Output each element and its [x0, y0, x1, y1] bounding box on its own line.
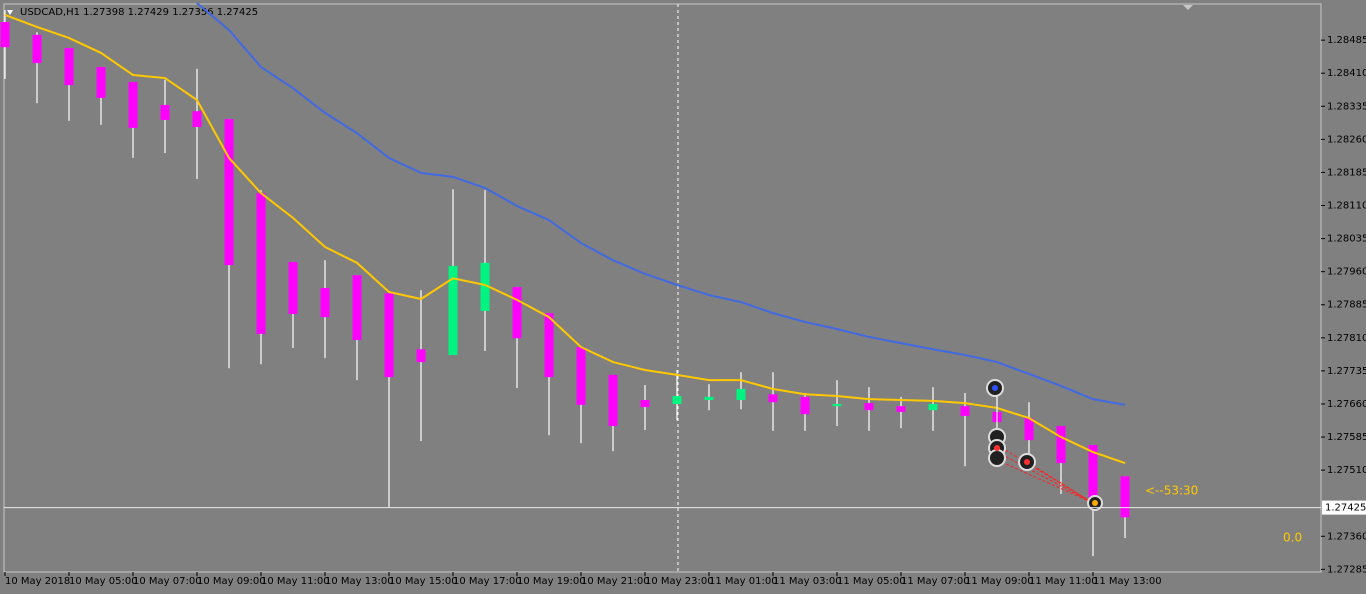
candle-body [320, 287, 330, 318]
plot [0, 2, 1130, 557]
x-tick-label: 10 May 23:00 [645, 576, 714, 587]
y-tick-label: 1.28035 [1327, 234, 1366, 245]
candle-body [128, 82, 138, 128]
x-tick-label: 10 May 15:00 [389, 576, 458, 587]
candle-body [384, 293, 394, 378]
trade-marker [994, 445, 1000, 451]
trade-marker [1024, 459, 1030, 465]
y-tick-label: 1.27735 [1327, 366, 1366, 377]
candle-body [1088, 444, 1098, 505]
candle-body [1024, 418, 1034, 441]
x-tick-label: 10 May 19:00 [517, 576, 586, 587]
trade-link [996, 459, 1094, 504]
candle-body [928, 403, 938, 411]
trade-link [996, 444, 1094, 504]
candle-body [704, 396, 714, 401]
y-tick-label: 1.27960 [1327, 267, 1366, 278]
candle-body [192, 111, 202, 128]
candle-body [416, 349, 426, 363]
header-arrow [7, 10, 13, 15]
current-price-label: 1.27425 [1325, 503, 1366, 514]
candle-body [832, 403, 842, 407]
y-tick-label: 1.28335 [1327, 101, 1366, 112]
y-tick-label: 1.28110 [1327, 201, 1366, 212]
candle-body [896, 406, 906, 412]
y-tick-label: 1.28260 [1327, 134, 1366, 145]
x-tick-label: 11 May 07:00 [901, 576, 970, 587]
y-tick-label: 1.28185 [1327, 167, 1366, 178]
y-tick-label: 1.27810 [1327, 333, 1366, 344]
y-tick-label: 1.27585 [1327, 432, 1366, 443]
candle-body [1056, 426, 1066, 464]
spread-value: 0.0 [1283, 531, 1302, 545]
chart-header: USDCAD,H1 1.27398 1.27429 1.27356 1.2742… [20, 7, 258, 18]
x-tick-label: 10 May 11:00 [261, 576, 330, 587]
candle-body [768, 394, 778, 403]
moving-average [4, 14, 1126, 465]
y-tick-label: 1.27360 [1327, 531, 1366, 542]
candle-body [352, 275, 362, 341]
x-tick-label: 11 May 03:00 [773, 576, 842, 587]
candle-body [864, 403, 874, 411]
shift-marker [1183, 5, 1193, 10]
candle-body [800, 396, 810, 415]
candle-body [224, 119, 234, 266]
candle-body [288, 261, 298, 315]
candle-body [256, 193, 266, 334]
y-tick-label: 1.28410 [1327, 68, 1366, 79]
x-tick-label: 11 May 09:00 [965, 576, 1034, 587]
trade-marker [992, 385, 998, 391]
candle-body [480, 262, 490, 311]
plot-frame [3, 3, 1322, 573]
trade-link [996, 451, 1094, 504]
candle-body [608, 374, 618, 427]
y-tick-label: 1.27885 [1327, 300, 1366, 311]
x-tick-label: 11 May 11:00 [1029, 576, 1098, 587]
candle-body [0, 22, 10, 48]
x-tick-label: 10 May 17:00 [453, 576, 522, 587]
candle-body [960, 406, 970, 416]
candle-body [96, 67, 106, 98]
candle-body [448, 265, 458, 356]
x-tick-label: 11 May 13:00 [1093, 576, 1162, 587]
x-tick-label: 10 May 21:00 [581, 576, 650, 587]
trade-marker [988, 449, 1006, 467]
x-tick-label: 10 May 09:00 [197, 576, 266, 587]
moving-average [196, 2, 1126, 406]
candle-body [160, 104, 170, 120]
candle-body [1120, 476, 1130, 518]
candle-body [32, 34, 42, 64]
candle-body [544, 313, 554, 378]
y-tick-label: 1.27510 [1327, 465, 1366, 476]
trade-marker [1092, 500, 1098, 506]
countdown: <--53:30 [1145, 484, 1198, 498]
y-tick-label: 1.27285 [1327, 564, 1366, 575]
x-tick-label: 10 May 07:00 [133, 576, 202, 587]
current-price-box [1322, 500, 1366, 515]
y-tick-label: 1.27660 [1327, 399, 1366, 410]
x-tick-label: 11 May 05:00 [837, 576, 906, 587]
trade-markers [986, 379, 1103, 511]
x-tick-label: 11 May 01:00 [709, 576, 778, 587]
candle-body [736, 388, 746, 401]
x-tick-label: 10 May 13:00 [325, 576, 394, 587]
x-tick-label: 10 May 05:00 [69, 576, 138, 587]
y-tick-label: 1.28485 [1327, 35, 1366, 46]
x-tick-label: 10 May 2018 [5, 576, 70, 587]
trade-link [1028, 462, 1094, 504]
candle-body [672, 396, 682, 404]
candle-body [576, 347, 586, 405]
candle-body [64, 48, 74, 86]
candle-body [512, 287, 522, 339]
candle-body [640, 400, 650, 408]
